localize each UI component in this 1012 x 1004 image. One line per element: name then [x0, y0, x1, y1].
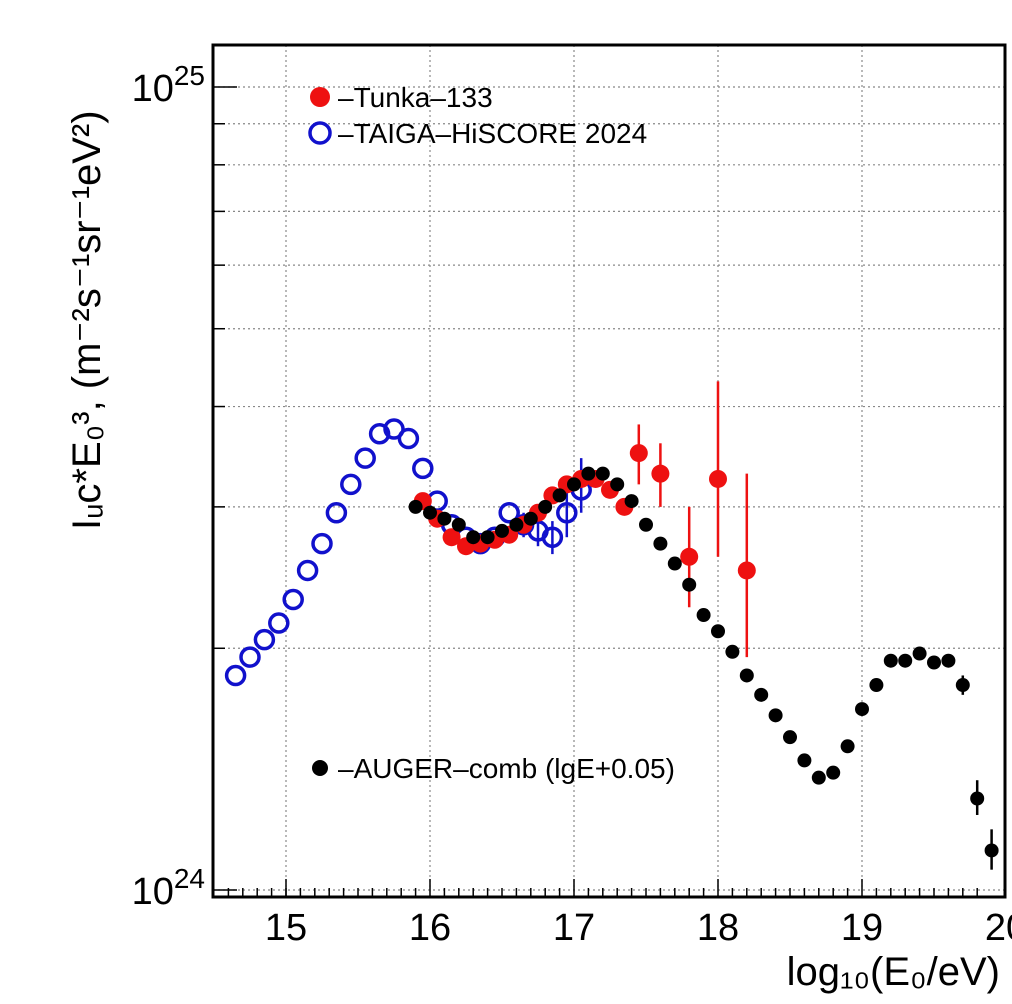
- data-point: [869, 678, 884, 693]
- data-point: [498, 501, 520, 524]
- x-tick-label: 16: [409, 907, 451, 949]
- data-point: [797, 753, 812, 768]
- data-point: [883, 653, 898, 668]
- data-point: [811, 770, 826, 785]
- data-point: [826, 765, 841, 780]
- y-tick-exponent: 24: [174, 863, 205, 894]
- y-tick-exponent: 25: [174, 60, 205, 91]
- data-point: [538, 499, 553, 514]
- data-point: [696, 608, 711, 623]
- data-point: [737, 561, 756, 580]
- series-2: [408, 466, 999, 870]
- x-tick-label: 19: [841, 907, 883, 949]
- legend-marker: [312, 760, 328, 776]
- series-layer: [224, 381, 999, 870]
- data-point: [253, 628, 276, 651]
- data-point: [523, 511, 538, 526]
- data-point: [412, 457, 434, 480]
- x-axis-title: log₁₀(E₀/eV): [787, 950, 1000, 994]
- y-tick-base: 10: [132, 68, 174, 110]
- data-point: [639, 517, 653, 532]
- data-point: [970, 791, 985, 806]
- data-point: [651, 464, 670, 483]
- data-point: [941, 653, 956, 668]
- data-point: [898, 653, 913, 668]
- x-tick-label: 17: [553, 907, 595, 949]
- data-point: [466, 530, 481, 545]
- x-tick-label: 15: [265, 907, 307, 949]
- data-point: [296, 559, 319, 582]
- y-tick-label: 1025: [132, 60, 205, 110]
- legend-marker: [310, 87, 330, 107]
- data-point: [397, 427, 420, 450]
- data-point: [984, 843, 999, 858]
- data-point: [552, 488, 567, 503]
- data-point: [423, 505, 437, 520]
- data-point: [855, 702, 869, 717]
- data-point: [480, 530, 495, 545]
- y-tick-label: 1024: [132, 863, 205, 913]
- y-tick-base: 10: [132, 871, 174, 913]
- data-point: [408, 499, 423, 514]
- data-point: [624, 494, 639, 509]
- data-point: [495, 523, 509, 538]
- data-point: [595, 466, 610, 481]
- legend-label: –TAIGA–HiSCORE 2024: [338, 118, 647, 149]
- data-point: [739, 668, 754, 683]
- data-point: [610, 477, 625, 492]
- data-point: [282, 588, 304, 611]
- data-point: [354, 447, 376, 469]
- data-point: [442, 528, 461, 547]
- data-point: [311, 532, 333, 555]
- data-point: [680, 547, 699, 566]
- x-tick-label: 20: [985, 907, 1012, 949]
- plot-frame: [211, 43, 1007, 899]
- data-point: [509, 517, 524, 532]
- data-point: [955, 678, 970, 693]
- data-point: [927, 655, 941, 670]
- data-point: [667, 556, 682, 571]
- data-point: [383, 418, 405, 440]
- data-point: [451, 517, 466, 532]
- legend-label: –AUGER–comb (lgE+0.05): [338, 753, 675, 784]
- data-point: [754, 687, 769, 702]
- data-point: [581, 466, 596, 481]
- data-point: [912, 646, 927, 661]
- data-point: [224, 664, 247, 687]
- data-point: [325, 501, 348, 524]
- legend-marker: [308, 121, 332, 145]
- legend-label: –Tunka–133: [338, 82, 493, 113]
- data-point: [541, 526, 564, 548]
- data-point: [711, 624, 725, 639]
- data-point: [783, 730, 797, 745]
- y-axis-title: Iᵤc*E₀³, (m⁻²s⁻¹sr⁻¹eV²): [65, 110, 109, 530]
- data-point: [629, 444, 648, 463]
- data-point: [340, 473, 362, 496]
- data-point: [556, 501, 578, 524]
- data-point: [725, 644, 740, 659]
- data-point: [368, 422, 391, 445]
- grid: [213, 45, 1005, 897]
- data-point: [567, 477, 581, 492]
- data-point: [437, 511, 452, 526]
- x-tick-label: 18: [697, 907, 739, 949]
- data-point: [709, 469, 727, 488]
- x-axis: 15 16 17 18 19 20: [227, 879, 1012, 949]
- data-point: [840, 739, 855, 754]
- data-point: [682, 577, 697, 592]
- data-point: [768, 708, 783, 723]
- legend: –Tunka–133 –TAIGA–HiSCORE 2024 –AUGER–comb…: [308, 82, 675, 784]
- data-point: [653, 536, 668, 551]
- data-point: [239, 646, 261, 668]
- data-point: [268, 612, 290, 634]
